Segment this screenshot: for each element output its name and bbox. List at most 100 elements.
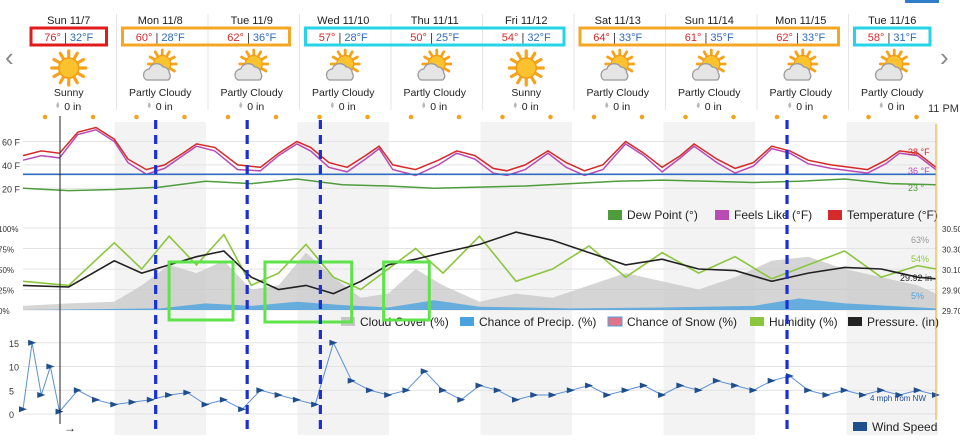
y-tick-label: 15 bbox=[9, 339, 19, 349]
high-low-separator: | bbox=[793, 32, 802, 44]
wind-direction-arrow bbox=[219, 396, 228, 403]
sun-ray bbox=[351, 67, 359, 73]
sunset-marker bbox=[456, 114, 462, 120]
cloud-shape bbox=[234, 63, 263, 81]
day-date: Sun 11/7 bbox=[47, 15, 90, 27]
sun-ray bbox=[885, 50, 892, 58]
highlight-box-orange bbox=[121, 26, 291, 47]
raindrop-icon bbox=[422, 102, 426, 108]
wind-direction-arrow bbox=[493, 387, 502, 394]
day-precip: 0 in bbox=[796, 101, 813, 113]
sun-ray bbox=[58, 51, 65, 61]
y-tick-label: 25% bbox=[0, 287, 14, 296]
sun-ray bbox=[611, 50, 617, 58]
wind-direction-arrow bbox=[256, 387, 265, 394]
raindrop-icon bbox=[696, 102, 700, 108]
day-date: Mon 11/15 bbox=[775, 15, 826, 27]
legend-label: Feels Like (°F) bbox=[734, 208, 812, 222]
y2-tick-label: 30.10 bbox=[942, 266, 960, 275]
day-low: 28°F bbox=[161, 32, 185, 44]
sun-ray bbox=[260, 55, 268, 61]
wind-direction-arrow bbox=[457, 396, 466, 403]
wind-direction-arrow bbox=[585, 382, 594, 389]
cloud-shape bbox=[417, 63, 446, 81]
legend-label: Chance of Precip. (%) bbox=[479, 315, 596, 329]
legend-label: Wind Speed bbox=[872, 420, 937, 434]
day-precip: 0 in bbox=[522, 101, 539, 113]
day-high-low: 58° | 31°F bbox=[868, 32, 917, 44]
wind-direction-arrow bbox=[420, 368, 429, 375]
legend-label: Cloud Cover (%) bbox=[360, 315, 449, 329]
day-high: 60° bbox=[136, 32, 153, 44]
sun-ray bbox=[331, 55, 339, 61]
sun-ray bbox=[58, 75, 65, 85]
day-condition: Partly Cloudy bbox=[861, 87, 924, 99]
wind-direction-arrow bbox=[639, 382, 648, 389]
wind-direction-arrow bbox=[28, 339, 37, 346]
wind-direction-arrow bbox=[913, 387, 922, 394]
sun-ray bbox=[900, 55, 908, 61]
wind-direction-arrow bbox=[146, 396, 155, 403]
highlight-box-red bbox=[29, 26, 108, 47]
humidity-line bbox=[22, 233, 937, 291]
day-high-low: 76° | 32°F bbox=[44, 32, 93, 44]
sun-ray bbox=[606, 55, 614, 61]
cloud-shape bbox=[325, 63, 354, 81]
sun-ray bbox=[52, 71, 61, 79]
highlight-box-cyan bbox=[304, 26, 566, 47]
prev-arrow-button[interactable]: ‹ bbox=[5, 42, 14, 72]
y-tick-label: 100% bbox=[0, 225, 18, 234]
sun-ray bbox=[717, 67, 725, 73]
legend-swatch bbox=[460, 317, 474, 326]
day-low: 31°F bbox=[893, 32, 917, 44]
next-arrow-button[interactable]: › bbox=[940, 42, 949, 72]
wind-direction-arrow bbox=[292, 396, 301, 403]
sunrise-marker bbox=[683, 114, 688, 120]
day-precip: 0 in bbox=[430, 101, 447, 113]
day-precip: 0 in bbox=[247, 101, 264, 113]
sun-ray bbox=[897, 50, 903, 58]
day-low: 35°F bbox=[710, 32, 734, 44]
sun-ray bbox=[622, 50, 629, 58]
end-value-label: 38 °F bbox=[908, 147, 930, 157]
y2-tick-label: 29.70 bbox=[942, 307, 960, 316]
temperature-line bbox=[22, 126, 937, 172]
raindrop-icon bbox=[147, 102, 151, 108]
legend-label: Humidity (%) bbox=[769, 315, 838, 329]
sun-ray bbox=[509, 71, 519, 79]
sunset-marker bbox=[822, 114, 828, 120]
day-high-low: 60° | 28°F bbox=[136, 32, 185, 44]
legend-label: Temperature (°F) bbox=[847, 208, 938, 222]
sun-disc bbox=[58, 57, 80, 79]
time-arrow: → bbox=[64, 421, 76, 435]
day-precip: 0 in bbox=[613, 101, 630, 113]
sunrise-marker bbox=[500, 114, 505, 120]
day-date: Wed 11/10 bbox=[317, 15, 369, 27]
partly-cloudy-icon bbox=[325, 48, 361, 81]
wind-direction-arrow bbox=[512, 396, 521, 403]
sun-ray bbox=[530, 51, 537, 61]
pressure-line bbox=[22, 231, 937, 295]
day-high: 62° bbox=[776, 32, 793, 44]
high-low-separator: | bbox=[701, 32, 710, 44]
day-date: Sun 11/14 bbox=[685, 15, 734, 27]
y-tick-label: 5 bbox=[9, 386, 14, 396]
y2-tick-label: 30.50 bbox=[942, 225, 960, 234]
day-high: 61° bbox=[685, 32, 702, 44]
wind-direction-arrow bbox=[201, 401, 210, 408]
sun-ray bbox=[534, 57, 543, 65]
high-low-separator: | bbox=[518, 32, 527, 44]
sunrise-marker bbox=[134, 114, 139, 120]
wind-direction-arrow bbox=[37, 392, 46, 398]
cloud-shape bbox=[691, 63, 720, 81]
sun-ray bbox=[809, 55, 817, 61]
high-low-separator: | bbox=[335, 32, 344, 44]
sunset-marker bbox=[639, 114, 645, 120]
sun-ray bbox=[626, 55, 634, 61]
wind-direction-arrow bbox=[384, 392, 393, 398]
cloud-shape bbox=[142, 63, 171, 81]
wind-direction-arrow bbox=[621, 387, 630, 394]
wind-direction-arrow bbox=[603, 392, 612, 398]
sunrise-marker bbox=[225, 114, 231, 120]
day-high: 57° bbox=[319, 32, 336, 44]
